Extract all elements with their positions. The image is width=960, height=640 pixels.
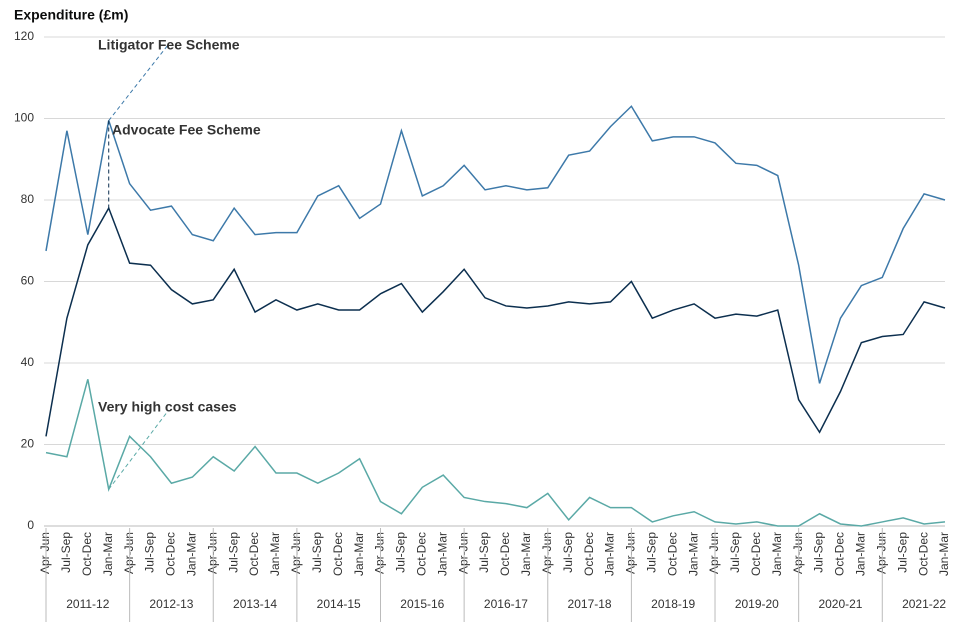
x-tick-label: Oct-Dec (247, 532, 261, 576)
x-tick-label: Apr-Jun (373, 532, 387, 574)
x-group-label: 2016-17 (484, 597, 528, 611)
x-tick-label: Oct-Dec (749, 532, 763, 576)
series-label: Litigator Fee Scheme (98, 37, 240, 53)
x-group-label: 2018-19 (651, 597, 695, 611)
x-tick-label: Oct-Dec (414, 532, 428, 576)
x-tick-label: Jul-Sep (728, 532, 742, 573)
x-tick-label: Oct-Dec (916, 532, 930, 576)
x-tick-label: Jul-Sep (477, 532, 491, 573)
x-tick-label: Jan-Mar (937, 532, 951, 576)
x-tick-label: Jan-Mar (101, 532, 115, 576)
x-group-label: 2012-13 (149, 597, 193, 611)
y-tick-label: 100 (14, 111, 34, 125)
y-tick-label: 20 (21, 437, 35, 451)
y-tick-label: 120 (14, 29, 34, 43)
x-tick-label: Apr-Jun (791, 532, 805, 574)
series-line (45, 379, 946, 527)
x-group-label: 2020-21 (818, 597, 862, 611)
x-tick-label: Oct-Dec (331, 532, 345, 576)
x-tick-label: Jan-Mar (519, 532, 533, 576)
x-tick-label: Jul-Sep (812, 532, 826, 573)
x-tick-label: Apr-Jun (456, 532, 470, 574)
x-tick-label: Jan-Mar (686, 532, 700, 576)
x-tick-label: Oct-Dec (582, 532, 596, 576)
x-tick-label: Apr-Jun (38, 532, 52, 574)
x-tick-label: Jul-Sep (59, 532, 73, 573)
x-tick-label: Oct-Dec (164, 532, 178, 576)
y-axis-title: Expenditure (£m) (14, 7, 128, 23)
x-tick-label: Apr-Jun (205, 532, 219, 574)
x-tick-label: Oct-Dec (498, 532, 512, 576)
series-line (45, 206, 946, 437)
x-tick-label: Oct-Dec (80, 532, 94, 576)
x-tick-label: Jan-Mar (603, 532, 617, 576)
x-tick-label: Oct-Dec (665, 532, 679, 576)
x-group-label: 2019-20 (735, 597, 779, 611)
x-tick-label: Jul-Sep (644, 532, 658, 573)
x-group-label: 2014-15 (317, 597, 361, 611)
y-tick-label: 0 (27, 518, 34, 532)
x-tick-label: Jul-Sep (310, 532, 324, 573)
x-tick-label: Jul-Sep (394, 532, 408, 573)
x-tick-label: Jan-Mar (435, 532, 449, 576)
x-tick-label: Apr-Jun (540, 532, 554, 574)
x-tick-label: Jul-Sep (226, 532, 240, 573)
x-tick-label: Jan-Mar (854, 532, 868, 576)
x-tick-label: Apr-Jun (874, 532, 888, 574)
x-tick-label: Jan-Mar (770, 532, 784, 576)
x-tick-label: Apr-Jun (122, 532, 136, 574)
series-line (45, 105, 946, 384)
x-tick-label: Jul-Sep (143, 532, 157, 573)
y-tick-label: 60 (21, 274, 35, 288)
x-group-label: 2015-16 (400, 597, 444, 611)
x-group-label: 2017-18 (568, 597, 612, 611)
x-tick-label: Jan-Mar (268, 532, 282, 576)
y-tick-label: 80 (21, 192, 35, 206)
x-tick-label: Jan-Mar (185, 532, 199, 576)
x-tick-label: Oct-Dec (833, 532, 847, 576)
annotation-leader (108, 409, 170, 490)
x-group-label: 2011-12 (66, 597, 109, 611)
series-label: Advocate Fee Scheme (112, 122, 261, 138)
annotation-leader (108, 43, 170, 121)
series-label: Very high cost cases (98, 399, 237, 415)
x-group-label: 2021-22 (902, 597, 946, 611)
x-tick-label: Jan-Mar (352, 532, 366, 576)
x-tick-label: Jul-Sep (895, 532, 909, 573)
x-tick-label: Apr-Jun (289, 532, 303, 574)
x-tick-label: Apr-Jun (624, 532, 638, 574)
x-tick-label: Apr-Jun (707, 532, 721, 574)
x-tick-label: Jul-Sep (561, 532, 575, 573)
x-group-label: 2013-14 (233, 597, 277, 611)
y-tick-label: 40 (21, 355, 35, 369)
